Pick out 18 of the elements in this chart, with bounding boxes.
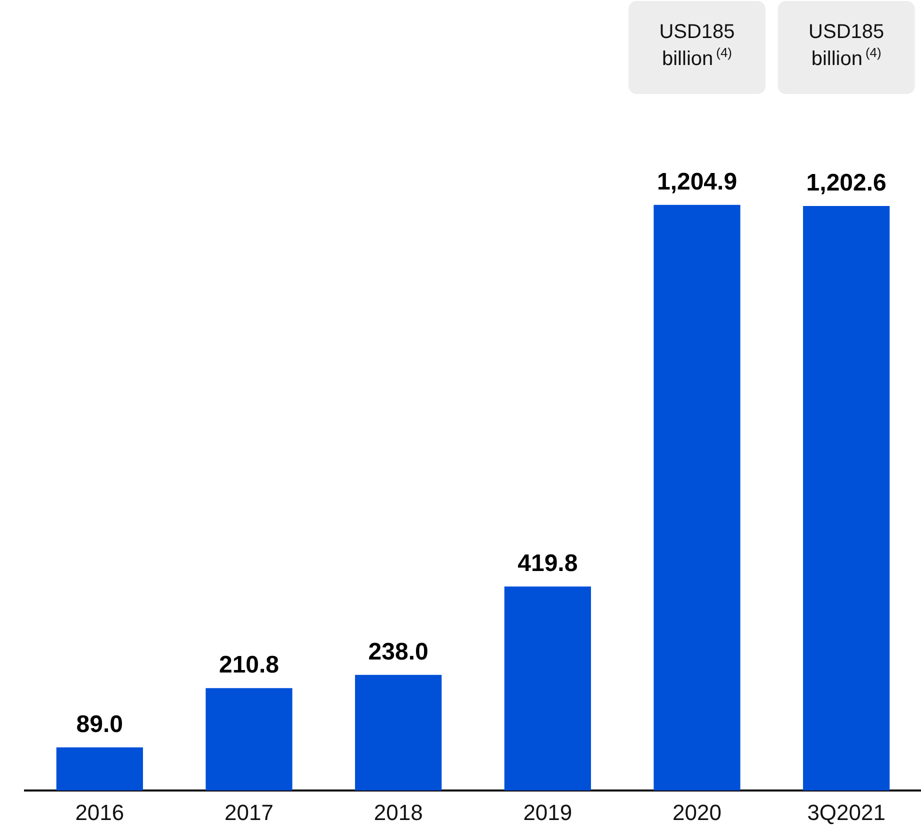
x-tick-label: 2016 [75,800,124,825]
bar [803,206,890,791]
data-label: 1,202.6 [806,170,886,197]
bar [56,747,143,791]
x-tick-label: 3Q2021 [807,800,886,825]
data-label: 210.8 [218,652,280,679]
data-label: 419.8 [518,550,578,578]
bar [504,586,591,791]
bar [206,688,292,791]
data-label: 1,204.9 [656,168,738,196]
x-tick-label: 2018 [374,800,423,825]
data-label: 238.0 [368,638,428,666]
x-tick-label: 2017 [224,800,274,825]
x-tick-label: 2019 [523,800,572,825]
x-tick-label: 2020 [672,800,722,825]
bar [654,204,740,791]
bar [355,674,442,791]
data-label: 89.0 [76,710,124,738]
